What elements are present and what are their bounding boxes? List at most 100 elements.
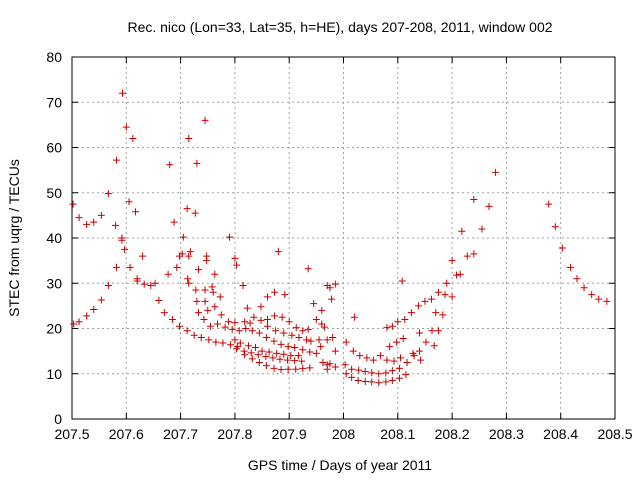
x-tick-label: 207.8 — [217, 426, 252, 442]
data-point — [402, 371, 410, 379]
data-point — [277, 340, 285, 348]
data-point — [97, 211, 105, 219]
y-axis-title: STEC from uqrg / TECUs — [6, 159, 22, 317]
data-point — [299, 327, 307, 335]
data-point — [126, 263, 134, 271]
data-point — [393, 338, 401, 346]
data-point — [331, 347, 339, 355]
data-point — [211, 270, 219, 278]
data-point — [262, 353, 270, 361]
data-point — [183, 327, 191, 335]
x-tick-label: 207.6 — [109, 426, 144, 442]
data-point — [348, 373, 356, 381]
data-point — [463, 252, 471, 260]
data-point — [113, 263, 121, 271]
data-point — [217, 311, 225, 319]
data-point — [388, 377, 396, 385]
data-point — [228, 325, 236, 333]
data-point — [292, 324, 300, 332]
data-point — [75, 318, 83, 326]
y-tick-label: 10 — [46, 366, 62, 382]
data-point — [298, 357, 306, 365]
y-tick-label: 70 — [46, 94, 62, 110]
x-axis-title: GPS time / Days of year 2011 — [248, 457, 432, 473]
data-point — [383, 356, 391, 364]
data-point — [185, 252, 193, 260]
data-point — [280, 350, 288, 358]
data-point — [306, 364, 314, 372]
data-point — [397, 354, 405, 362]
data-point — [201, 116, 209, 124]
data-point — [203, 257, 211, 265]
data-point — [294, 352, 302, 360]
data-point — [227, 341, 235, 349]
data-point — [320, 323, 328, 331]
data-point — [382, 378, 390, 386]
data-point — [235, 327, 243, 335]
data-point — [255, 329, 263, 337]
data-point — [284, 343, 292, 351]
data-point — [195, 266, 203, 274]
data-point — [323, 365, 331, 373]
data-point — [132, 208, 140, 216]
data-point — [258, 347, 266, 355]
x-tick-label: 208.2 — [435, 426, 470, 442]
data-point — [331, 280, 339, 288]
data-point — [317, 343, 325, 351]
data-point — [375, 370, 383, 378]
data-point — [133, 277, 141, 285]
data-point — [452, 271, 460, 279]
data-point — [326, 360, 334, 368]
data-point — [281, 291, 289, 299]
data-point — [369, 356, 377, 364]
data-point — [104, 282, 112, 290]
data-point — [312, 349, 320, 357]
data-point — [485, 202, 493, 210]
data-point — [375, 379, 383, 387]
data-point — [263, 322, 271, 330]
data-point — [292, 365, 300, 373]
data-point — [299, 364, 307, 372]
data-point — [241, 318, 249, 326]
data-point — [386, 343, 394, 351]
data-point — [287, 352, 295, 360]
y-tick-label: 30 — [46, 275, 62, 291]
data-point — [125, 198, 133, 206]
data-point — [323, 336, 331, 344]
data-point — [262, 362, 270, 370]
data-point — [190, 331, 198, 339]
data-point — [272, 327, 280, 335]
data-point — [197, 334, 205, 342]
data-point — [422, 338, 430, 346]
data-point — [428, 327, 436, 335]
data-point — [233, 345, 241, 353]
data-point — [416, 329, 424, 337]
data-point — [248, 355, 256, 363]
data-point — [448, 257, 456, 265]
data-point — [331, 363, 339, 371]
data-point — [407, 309, 415, 317]
data-point — [326, 284, 334, 292]
data-point — [83, 312, 91, 320]
data-point — [588, 291, 596, 299]
y-tick-label: 0 — [54, 411, 62, 427]
data-point — [432, 309, 440, 317]
data-point — [195, 309, 203, 317]
data-point — [209, 288, 217, 296]
data-point — [147, 282, 155, 290]
data-point — [342, 370, 350, 378]
data-point — [361, 367, 369, 375]
gridlines — [72, 57, 615, 419]
x-tick-label: 208.4 — [543, 426, 578, 442]
data-point — [310, 300, 318, 308]
data-point — [255, 358, 263, 366]
data-point — [421, 297, 429, 305]
x-tick-label: 208.3 — [489, 426, 524, 442]
data-point — [160, 309, 168, 317]
data-point — [212, 338, 220, 346]
data-point — [271, 312, 279, 320]
data-point — [329, 334, 337, 342]
data-point — [257, 303, 265, 311]
data-point — [269, 354, 277, 362]
